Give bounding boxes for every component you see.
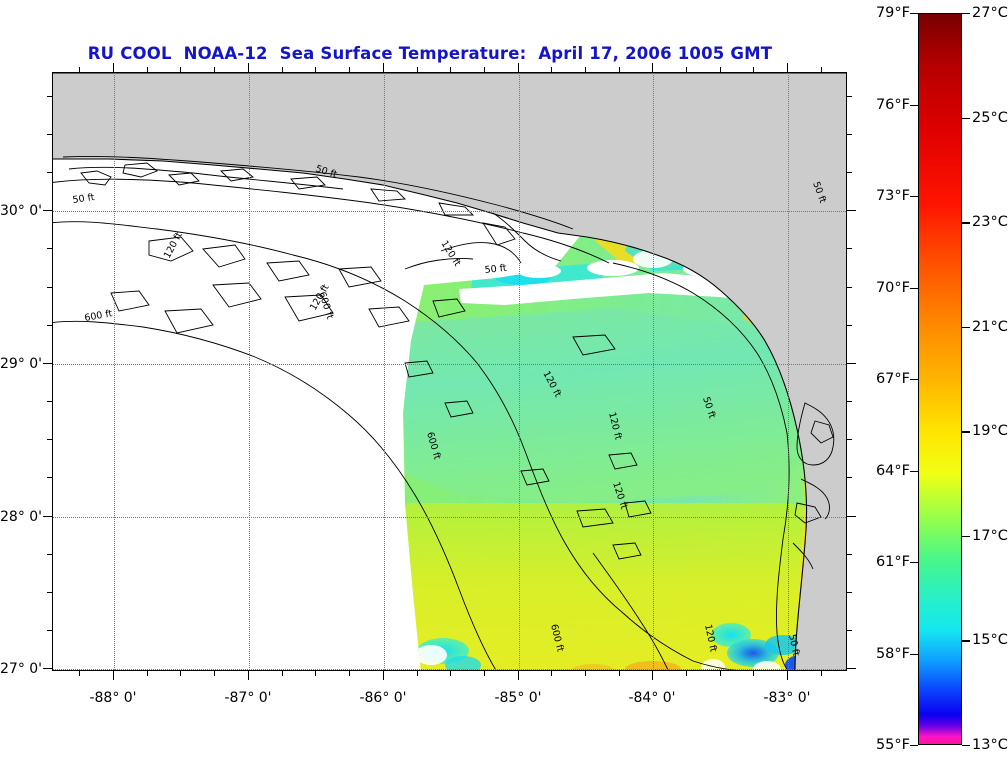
colorbar-label-celsius: 15°C <box>972 632 1008 649</box>
colorbar-label-celsius: 13°C <box>972 737 1008 753</box>
x-tick-label: -84° 0' <box>628 690 676 706</box>
y-tick-label: 28° 0' <box>0 509 43 525</box>
colorbar-tick-c <box>962 640 970 642</box>
colorbar-tick-f <box>910 653 918 655</box>
gridline-lat-28 <box>53 517 846 518</box>
colorbar-label-celsius: 25°C <box>972 109 1008 126</box>
x-tick-label: -87° 0' <box>224 690 272 706</box>
colorbar-label-celsius: 23°C <box>972 214 1008 231</box>
contour-label-50ft: 50 ft <box>786 633 801 657</box>
colorbar-label-fahrenheit: 55°F <box>875 737 910 753</box>
map-clip: 50 ft 50 ft 50 ft 50 ft 50 ft 50 ft 120 … <box>53 73 846 670</box>
y-tick-label: 30° 0' <box>0 203 43 219</box>
colorbar-label-celsius: 21°C <box>972 318 1008 335</box>
colorbar-label-fahrenheit: 73°F <box>875 188 910 204</box>
gridline-lon-84 <box>653 73 654 670</box>
colorbar-tick-c <box>962 326 970 329</box>
x-tick-label: -88° 0' <box>89 690 137 706</box>
colorbar-tick-f <box>910 562 918 564</box>
gridline-lon-87 <box>249 73 250 670</box>
map-plot-area: 50 ft 50 ft 50 ft 50 ft 50 ft 50 ft 120 … <box>52 72 847 671</box>
colorbar-tick-f <box>910 745 918 747</box>
colorbar-label-fahrenheit: 79°F <box>875 5 910 21</box>
contour-label-120ft: 120 ft <box>438 239 462 269</box>
contour-label-600ft: 600 ft <box>84 308 114 324</box>
colorbar-tick-f <box>910 287 918 289</box>
colorbar-tick-c <box>962 117 970 119</box>
colorbar-tick-c <box>962 13 970 15</box>
sst-field: 50 ft 50 ft 50 ft 50 ft 50 ft 50 ft 120 … <box>53 73 846 670</box>
colorbar-tick-f <box>910 379 918 381</box>
colorbar-tick-c <box>962 535 970 538</box>
gridline-lat-27 <box>53 669 846 670</box>
gridline-lon-83 <box>788 73 789 670</box>
colorbar-label-fahrenheit: 76°F <box>875 96 910 113</box>
colorbar-label-celsius: 19°C <box>972 423 1008 440</box>
page-title: RU COOL NOAA-12 Sea Surface Temperature:… <box>87 44 773 63</box>
y-tick-label: 27° 0' <box>0 661 43 677</box>
colorbar-tick-c <box>962 222 970 224</box>
colorbar-tick-f <box>910 104 918 106</box>
colorbar-tick-f <box>910 470 918 472</box>
colorbar-gradient <box>919 14 961 744</box>
colorbar-label-celsius: 17°C <box>972 527 1008 544</box>
contour-label-50ft: 50 ft <box>484 263 507 276</box>
gridline-lon-86 <box>384 73 385 670</box>
gridline-lat-29 <box>53 364 846 365</box>
colorbar-tick-f <box>910 196 918 198</box>
colorbar-tick-f <box>910 13 918 15</box>
gridline-lon-85 <box>519 73 520 670</box>
x-tick-label: -85° 0' <box>494 690 542 706</box>
colorbar-label-fahrenheit: 64°F <box>875 462 910 479</box>
x-tick-label: -86° 0' <box>359 690 407 706</box>
colorbar-tick-c <box>962 745 970 747</box>
contour-label-50ft: 50 ft <box>72 192 96 206</box>
colorbar-label-celsius: 27°C <box>972 5 1008 21</box>
gridline-lat-30 <box>53 211 846 212</box>
colorbar-label-fahrenheit: 58°F <box>875 645 910 662</box>
x-tick-label: -83° 0' <box>763 690 811 706</box>
colorbar-label-fahrenheit: 70°F <box>875 279 910 296</box>
temperature-colorbar <box>918 13 962 745</box>
colorbar-label-fahrenheit: 67°F <box>875 371 910 387</box>
colorbar-tick-c <box>962 431 970 433</box>
colorbar-label-fahrenheit: 61°F <box>875 554 910 570</box>
gridline-lon-88 <box>114 73 115 670</box>
y-tick-label: 29° 0' <box>0 356 43 372</box>
